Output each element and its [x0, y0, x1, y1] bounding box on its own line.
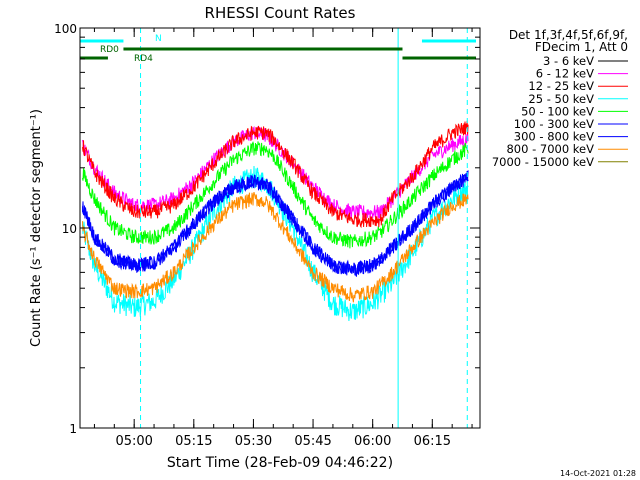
annotation-label-rd4: RD4 — [134, 54, 153, 64]
y-tick-label: 10 — [62, 222, 77, 236]
series-line-800-7000-kev — [82, 191, 469, 303]
chart-title: RHESSI Count Rates — [205, 4, 356, 22]
legend: Det 1f,3f,4f,5f,6f,9f, FDecim 1, Att 0 3… — [492, 28, 628, 169]
series-line-12-25-kev — [82, 120, 469, 229]
legend-entry-label: 12 - 25 keV — [528, 79, 594, 93]
x-tick-label: 05:00 — [115, 434, 152, 449]
legend-entry-label: 300 - 800 keV — [514, 130, 594, 144]
y-axis-label: Count Rate (s⁻¹ detector segment⁻¹) — [29, 109, 44, 347]
series-line-25-50-kev — [82, 165, 469, 322]
legend-entry-label: 3 - 6 keV — [543, 54, 594, 68]
legend-header-line-1: Det 1f,3f,4f,5f,6f,9f, — [509, 28, 628, 42]
plot-data: N RD0 RD4 — [80, 28, 477, 428]
x-tick-label: 05:30 — [235, 434, 272, 449]
legend-entry-label: 25 - 50 keV — [528, 92, 594, 106]
legend-entry-label: 100 - 300 keV — [514, 117, 594, 131]
annotation-label-n: N — [155, 34, 162, 44]
series-line-50-100-kev — [82, 141, 469, 249]
annotation-label-rd0: RD0 — [100, 45, 119, 55]
legend-header-line-2: FDecim 1, Att 0 — [535, 40, 628, 54]
legend-entry-label: 7000 - 15000 keV — [492, 155, 594, 169]
series-line-100-300-kev — [82, 170, 469, 277]
y-tick-label: 100 — [54, 22, 77, 36]
legend-entry-label: 50 - 100 keV — [521, 104, 594, 118]
legend-entry-label: 6 - 12 keV — [536, 67, 594, 81]
plot-axes: 1 10 100 05:00 05:15 05:30 05:45 06:00 06:15 — [54, 22, 481, 449]
plot-area: N RD0 RD4 — [80, 28, 477, 428]
x-tick-label: 05:15 — [175, 434, 212, 449]
x-tick-label: 06:00 — [354, 434, 391, 449]
x-tick-label: 06:15 — [414, 434, 451, 449]
plot-frame — [79, 27, 481, 429]
y-tick-label: 1 — [69, 422, 77, 436]
footer-timestamp: 14-Oct-2021 01:28 — [560, 469, 636, 478]
x-tick-label: 05:45 — [294, 434, 331, 449]
legend-entry-label: 800 - 7000 keV — [506, 142, 594, 156]
x-axis-label: Start Time (28-Feb-09 04:46:22) — [167, 455, 393, 471]
